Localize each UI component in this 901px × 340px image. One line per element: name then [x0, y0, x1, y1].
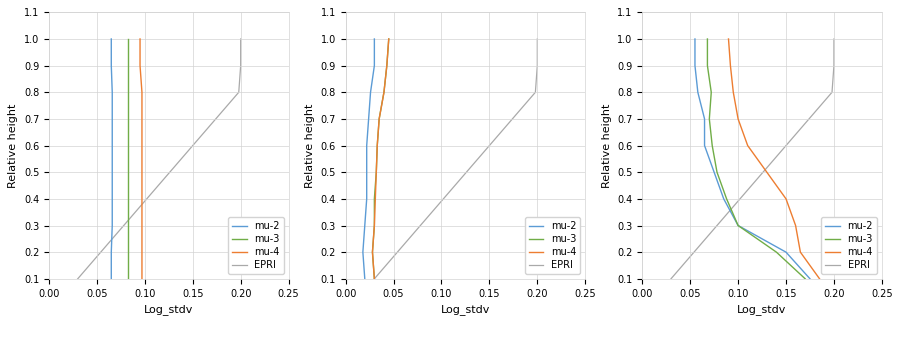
- X-axis label: Log_stdv: Log_stdv: [441, 304, 490, 315]
- Legend: mu-2, mu-3, mu-4, EPRI: mu-2, mu-3, mu-4, EPRI: [822, 217, 877, 274]
- Y-axis label: Relative height: Relative height: [8, 103, 18, 188]
- X-axis label: Log_stdv: Log_stdv: [737, 304, 787, 315]
- Legend: mu-2, mu-3, mu-4, EPRI: mu-2, mu-3, mu-4, EPRI: [228, 217, 284, 274]
- Y-axis label: Relative height: Relative height: [602, 103, 612, 188]
- X-axis label: Log_stdv: Log_stdv: [144, 304, 194, 315]
- Y-axis label: Relative height: Relative height: [305, 103, 315, 188]
- Legend: mu-2, mu-3, mu-4, EPRI: mu-2, mu-3, mu-4, EPRI: [524, 217, 580, 274]
